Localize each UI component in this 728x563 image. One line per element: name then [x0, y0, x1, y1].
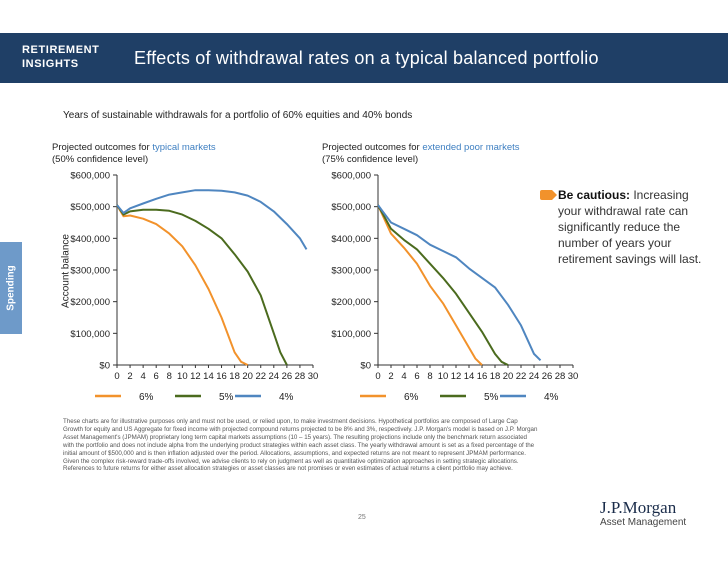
right-x-tick-label: 24: [529, 371, 540, 382]
left-series-6pct: [116, 204, 249, 366]
left-legend-label: 5%: [219, 392, 234, 403]
caution-text: Increasing your withdrawal rate can sign…: [558, 188, 702, 266]
left-legend-label: 6%: [139, 392, 154, 403]
left-panel-head-prefix: Projected outcomes for: [52, 142, 153, 153]
right-y-tick-label: $500,000: [331, 202, 371, 213]
right-x-tick-label: 0: [375, 371, 380, 382]
left-y-tick-label: $200,000: [70, 297, 110, 308]
section-tag-line1: RETIREMENT: [22, 44, 100, 56]
left-x-tick-label: 18: [229, 371, 240, 382]
right-panel-head-line2: (75% confidence level): [322, 154, 419, 165]
right-x-tick-label: 6: [414, 371, 419, 382]
left-y-tick-label: $500,000: [70, 202, 110, 213]
left-x-tick-label: 22: [255, 371, 266, 382]
left-panel-heading: Projected outcomes for typical markets (…: [52, 142, 216, 166]
right-x-tick-label: 18: [490, 371, 501, 382]
left-x-tick-label: 4: [140, 371, 145, 382]
right-series-5pct: [377, 204, 509, 366]
section-tag: RETIREMENT INSIGHTS: [22, 43, 118, 73]
jpmorgan-logo: J.P.Morgan: [600, 498, 677, 517]
left-y-tick-label: $100,000: [70, 329, 110, 340]
right-panel-heading: Projected outcomes for extended poor mar…: [322, 142, 520, 166]
right-x-tick-label: 10: [438, 371, 449, 382]
left-x-tick-label: 14: [203, 371, 214, 382]
right-y-tick-label: $400,000: [331, 234, 371, 245]
left-x-tick-label: 2: [127, 371, 132, 382]
right-y-tick-label: $300,000: [331, 266, 371, 277]
right-legend-label: 4%: [544, 392, 559, 403]
right-x-tick-label: 4: [401, 371, 406, 382]
left-y-tick-label: $400,000: [70, 234, 110, 245]
left-x-tick-label: 6: [154, 371, 159, 382]
right-x-tick-label: 16: [477, 371, 488, 382]
header-bar: [0, 33, 728, 83]
left-x-tick-label: 16: [216, 371, 227, 382]
left-chart: $0 $100,000 $200,000 $300,000 $400,000 $500,0…: [70, 171, 318, 404]
left-y-tick-label: $300,000: [70, 266, 110, 277]
right-x-tick-label: 22: [516, 371, 527, 382]
left-x-tick-label: 24: [269, 371, 280, 382]
caution-marker-icon: [540, 190, 557, 200]
side-tab-spending[interactable]: [0, 242, 22, 334]
left-x-tick-label: 28: [295, 371, 306, 382]
page-title: Effects of withdrawal rates on a typical…: [134, 48, 599, 68]
right-panel-head-highlight: extended poor markets: [422, 142, 520, 153]
disclaimer-text: These charts are for illustrative purpos…: [63, 418, 538, 473]
left-x-tick-label: 30: [308, 371, 319, 382]
right-series-6pct: [377, 204, 483, 366]
right-x-tick-label: 28: [555, 371, 566, 382]
caution-bold: Be cautious:: [558, 188, 631, 202]
left-y-tick-label: $600,000: [70, 171, 110, 182]
jpmorgan-logo-sub: Asset Management: [600, 517, 687, 528]
left-series-5pct: [116, 204, 288, 366]
left-x-tick-label: 12: [190, 371, 201, 382]
right-y-tick-label: $200,000: [331, 297, 371, 308]
right-x-tick-label: 14: [464, 371, 475, 382]
page-subtitle: Years of sustainable withdrawals for a p…: [63, 110, 413, 121]
right-x-tick-label: 26: [542, 371, 553, 382]
right-legend-label: 6%: [404, 392, 419, 403]
right-series-4pct: [377, 204, 542, 362]
right-y-tick-label: $0: [360, 361, 371, 372]
page-number: 25: [358, 514, 366, 521]
left-x-tick-label: 10: [177, 371, 188, 382]
right-x-tick-label: 12: [451, 371, 462, 382]
right-x-tick-label: 20: [503, 371, 514, 382]
right-legend-label: 5%: [484, 392, 499, 403]
caution-callout: Be cautious: Increasing your withdrawal …: [558, 187, 708, 267]
right-chart: $0 $100,000 $200,000 $300,000 $400,000 $500,0…: [331, 171, 578, 404]
right-x-tick-label: 8: [427, 371, 432, 382]
right-x-tick-label: 30: [568, 371, 579, 382]
left-y-tick-label: $0: [99, 361, 110, 372]
left-x-tick-label: 0: [114, 371, 119, 382]
right-x-tick-label: 2: [388, 371, 393, 382]
left-x-tick-label: 20: [242, 371, 253, 382]
left-panel-head-highlight: typical markets: [152, 142, 216, 153]
right-panel-head-prefix: Projected outcomes for: [322, 142, 423, 153]
section-tag-line2: INSIGHTS: [22, 58, 79, 70]
left-x-tick-label: 26: [282, 371, 293, 382]
left-series-4pct: [116, 189, 308, 250]
right-y-tick-label: $600,000: [331, 171, 371, 182]
left-panel-head-line2: (50% confidence level): [52, 154, 149, 165]
right-y-tick-label: $100,000: [331, 329, 371, 340]
left-x-tick-label: 8: [167, 371, 172, 382]
left-legend-label: 4%: [279, 392, 294, 403]
